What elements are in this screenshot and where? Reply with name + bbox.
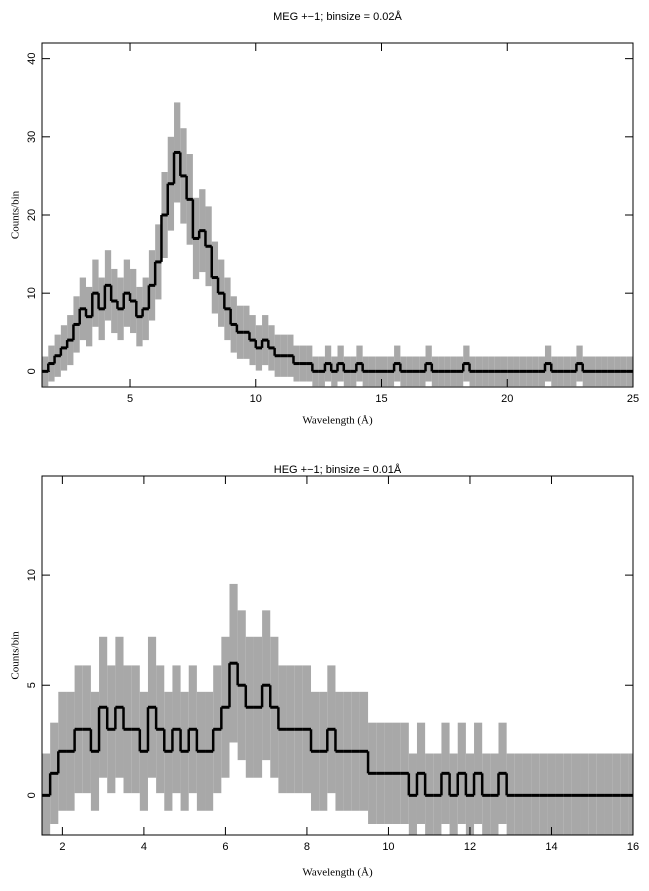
x-tick-label: 5 [127, 393, 133, 405]
y-tick-label: 0 [26, 368, 38, 374]
y-tick-label: 5 [26, 682, 38, 688]
y-axis-label: Counts/bin [10, 631, 22, 680]
y-tick-label: 10 [26, 569, 38, 581]
x-tick-label: 10 [382, 841, 394, 853]
chart-title: HEG +−1; binsize = 0.01Å [274, 463, 402, 476]
x-tick-label: 8 [304, 841, 310, 853]
x-tick-label: 12 [464, 841, 476, 853]
y-tick-label: 30 [26, 131, 38, 143]
y-tick-label: 40 [26, 53, 38, 65]
x-tick-label: 16 [627, 841, 639, 853]
x-tick-label: 6 [222, 841, 228, 853]
y-tick-label: 10 [26, 287, 38, 299]
y-axis-label: Counts/bin [10, 190, 22, 239]
x-tick-label: 15 [375, 393, 387, 405]
x-tick-label: 25 [627, 393, 639, 405]
x-tick-label: 10 [250, 393, 262, 405]
x-tick-label: 4 [141, 841, 147, 853]
chart-title: MEG +−1; binsize = 0.02Å [273, 10, 402, 23]
x-axis-label: Wavelength (Å) [302, 415, 373, 427]
x-tick-label: 20 [501, 393, 513, 405]
x-tick-label: 2 [59, 841, 65, 853]
y-tick-label: 0 [26, 792, 38, 798]
plot-frame [41, 42, 634, 388]
x-tick-label: 14 [545, 841, 557, 853]
x-axis-label: Wavelength (Å) [302, 867, 373, 879]
plot-frame [41, 475, 634, 836]
y-tick-label: 20 [26, 209, 38, 221]
